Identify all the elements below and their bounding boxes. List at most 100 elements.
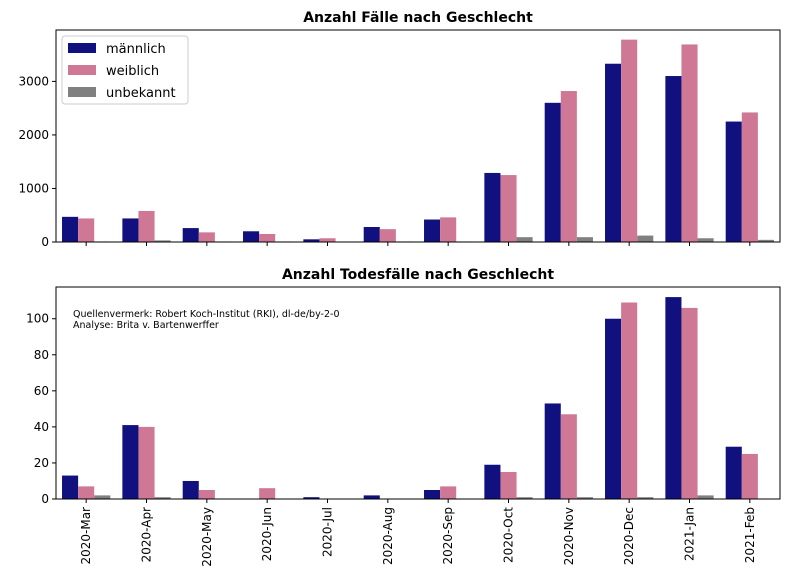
deaths-bar-männlich-2020-Oct — [484, 464, 501, 499]
deaths-bar-unbekannt-2021-Jan — [697, 495, 714, 499]
x-tick-label-2020-Sep: 2020-Sep — [441, 507, 455, 565]
cases-bar-unbekannt-2021-Feb — [757, 239, 774, 242]
cases-y-tick-label: 3000 — [18, 74, 49, 88]
deaths-bar-männlich-2020-Apr — [122, 425, 139, 499]
deaths-y-tick-label: 0 — [41, 492, 49, 506]
x-tick-label-2020-Jun: 2020-Jun — [260, 507, 274, 561]
legend-label-maennlich: männlich — [106, 42, 166, 57]
cases-bar-männlich-2021-Feb — [725, 121, 742, 242]
deaths-y-tick-label: 20 — [34, 456, 49, 470]
deaths-y-tick-label: 80 — [34, 348, 49, 362]
deaths-bar-weiblich-2020-Jun — [259, 488, 276, 499]
legend-label-weiblich: weiblich — [106, 64, 159, 79]
x-tick-label-2020-Aug: 2020-Aug — [381, 507, 395, 565]
deaths-bar-weiblich-2020-Sep — [440, 486, 457, 499]
cases-legend: männlich weiblich unbekannt — [61, 35, 189, 105]
source-note: Quellenvermerk: Robert Koch-Institut (RK… — [73, 309, 340, 320]
cases-bar-weiblich-2021-Feb — [741, 112, 758, 242]
cases-bar-männlich-2020-Jul — [303, 239, 320, 242]
cases-bar-unbekannt-2021-Jan — [697, 238, 714, 242]
deaths-bar-männlich-2020-Jul — [303, 497, 320, 499]
deaths-bar-männlich-2020-Aug — [363, 495, 380, 499]
deaths-bar-männlich-2021-Jan — [665, 297, 682, 499]
cases-bar-unbekannt-2020-Dec — [637, 235, 654, 242]
deaths-bar-weiblich-2020-May — [198, 489, 215, 499]
cases-bar-weiblich-2020-Nov — [560, 91, 577, 242]
cases-bar-männlich-2020-Apr — [122, 218, 139, 242]
deaths-x-axis: 2020-Mar 2020-Apr 2020-May 2020-Jun 2020-Jul… — [79, 499, 757, 567]
cases-y-tick-label: 1000 — [18, 181, 49, 195]
x-tick-label-2020-Dec: 2020-Dec — [622, 507, 636, 565]
deaths-bar-weiblich-2020-Nov — [560, 414, 577, 499]
cases-bar-männlich-2020-Nov — [544, 102, 561, 242]
cases-bar-weiblich-2020-Apr — [138, 210, 155, 242]
deaths-chart: Anzahl Todesfälle nach Geschlecht 0 20 40 6… — [26, 267, 781, 567]
deaths-bar-männlich-2020-Dec — [605, 318, 622, 499]
deaths-bar-unbekannt-2020-Nov — [576, 497, 593, 499]
deaths-bar-weiblich-2021-Feb — [741, 453, 758, 499]
cases-bar-männlich-2020-Mar — [62, 216, 79, 242]
cases-bar-weiblich-2020-Jun — [259, 233, 276, 242]
x-tick-label-2020-Jul: 2020-Jul — [321, 507, 335, 557]
cases-y-tick-label: 0 — [41, 235, 49, 249]
cases-bar-männlich-2021-Jan — [665, 76, 682, 242]
deaths-chart-title: Anzahl Todesfälle nach Geschlecht — [282, 267, 554, 283]
deaths-bar-männlich-2020-Sep — [424, 489, 441, 499]
cases-bar-weiblich-2020-Jul — [319, 238, 336, 242]
deaths-bar-weiblich-2021-Jan — [681, 307, 698, 499]
cases-y-axis: 0 1000 2000 3000 — [18, 74, 56, 249]
deaths-bar-unbekannt-2020-Oct — [516, 497, 533, 499]
cases-chart: Anzahl Fälle nach Geschlecht 0 1000 2000 30… — [18, 10, 781, 249]
legend-swatch-unbekannt — [68, 87, 96, 97]
x-tick-label-2020-Nov: 2020-Nov — [562, 507, 576, 565]
x-tick-label-2021-Jan: 2021-Jan — [683, 507, 697, 561]
deaths-y-tick-label: 60 — [34, 384, 49, 398]
deaths-bar-unbekannt-2020-Mar — [94, 495, 111, 499]
cases-y-tick-label: 2000 — [18, 128, 49, 142]
cases-bar-weiblich-2020-Oct — [500, 175, 517, 242]
cases-bars — [62, 39, 774, 243]
x-tick-label-2020-May: 2020-May — [200, 507, 214, 567]
deaths-bar-weiblich-2020-Mar — [78, 486, 95, 499]
cases-plot-frame — [55, 29, 781, 243]
x-tick-label-2021-Feb: 2021-Feb — [743, 507, 757, 563]
deaths-bar-männlich-2021-Feb — [725, 446, 742, 499]
deaths-y-tick-label: 100 — [26, 312, 49, 326]
legend-label-unbekannt: unbekannt — [106, 86, 176, 101]
legend-swatch-weiblich — [68, 65, 96, 75]
cases-bar-männlich-2020-May — [182, 228, 199, 242]
cases-bar-weiblich-2020-Mar — [78, 218, 95, 242]
deaths-bar-unbekannt-2020-Apr — [154, 497, 171, 499]
cases-x-axis — [85, 242, 751, 246]
cases-bar-weiblich-2020-Dec — [621, 39, 638, 242]
cases-bar-männlich-2020-Aug — [363, 227, 380, 242]
cases-bar-weiblich-2020-Sep — [440, 217, 457, 242]
legend-swatch-maennlich — [68, 43, 96, 53]
cases-bar-männlich-2020-Sep — [424, 219, 441, 242]
deaths-bars — [62, 297, 758, 499]
deaths-bar-unbekannt-2020-Dec — [637, 497, 654, 499]
analysis-note: Analyse: Brita v. Bartenwerffer — [73, 320, 219, 331]
cases-bar-unbekannt-2020-Oct — [516, 237, 533, 242]
cases-bar-männlich-2020-Oct — [484, 172, 501, 242]
cases-bar-männlich-2020-Dec — [605, 63, 622, 243]
deaths-y-tick-label: 40 — [34, 420, 49, 434]
deaths-bar-weiblich-2020-Dec — [621, 302, 638, 499]
cases-bar-männlich-2020-Jun — [243, 231, 260, 242]
deaths-bar-weiblich-2020-Apr — [138, 426, 155, 499]
cases-bar-weiblich-2020-May — [198, 232, 215, 242]
deaths-bar-weiblich-2020-Oct — [500, 471, 517, 499]
x-tick-label-2020-Apr: 2020-Apr — [140, 507, 154, 562]
deaths-bar-männlich-2020-Mar — [62, 475, 79, 499]
deaths-y-axis: 0 20 40 60 80 100 — [26, 312, 56, 506]
cases-bar-unbekannt-2020-Nov — [576, 237, 593, 242]
cases-bar-weiblich-2020-Aug — [379, 229, 396, 242]
cases-bar-weiblich-2021-Jan — [681, 44, 698, 243]
cases-bar-unbekannt-2020-Apr — [154, 240, 171, 242]
deaths-plot-frame — [55, 286, 781, 500]
x-tick-label-2020-Mar: 2020-Mar — [79, 507, 93, 565]
deaths-bar-männlich-2020-Nov — [544, 403, 561, 499]
cases-chart-title: Anzahl Fälle nach Geschlecht — [303, 10, 533, 26]
deaths-bar-männlich-2020-May — [182, 480, 199, 499]
